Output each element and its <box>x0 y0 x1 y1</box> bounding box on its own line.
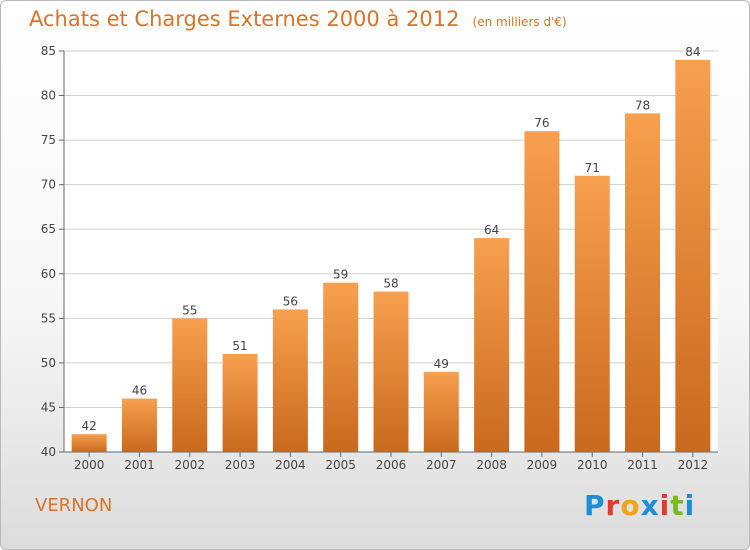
bar <box>423 371 459 452</box>
brand-logo: Proxiti <box>584 489 695 522</box>
chart-title-block: Achats et Charges Externes 2000 à 2012 (… <box>29 7 567 31</box>
x-tick-label: 2005 <box>325 458 356 472</box>
bar <box>675 59 711 453</box>
data-label: 58 <box>383 277 398 291</box>
x-tick-label: 2006 <box>376 458 407 472</box>
y-tick-label: 55 <box>41 311 56 325</box>
data-label: 49 <box>434 357 449 371</box>
x-tick-label: 2009 <box>527 458 558 472</box>
brand-letter: o <box>620 489 641 522</box>
chart-title: Achats et Charges Externes 2000 à 2012 <box>29 7 460 31</box>
data-label: 78 <box>635 98 650 112</box>
data-label: 64 <box>484 223 499 237</box>
y-tick-label: 80 <box>41 89 56 103</box>
x-tick-label: 2010 <box>577 458 608 472</box>
bar <box>373 291 409 452</box>
bar <box>121 398 157 452</box>
data-label: 84 <box>685 45 700 59</box>
city-name: VERNON <box>35 495 113 516</box>
y-tick-label: 75 <box>41 133 56 147</box>
x-tick-label: 2008 <box>476 458 507 472</box>
bar <box>272 309 308 452</box>
brand-letter: i <box>684 489 696 522</box>
x-tick-label: 2011 <box>627 458 658 472</box>
x-tick-label: 2001 <box>124 458 155 472</box>
y-tick-label: 85 <box>41 44 56 58</box>
data-label: 71 <box>585 161 600 175</box>
x-tick-label: 2004 <box>275 458 306 472</box>
y-tick-label: 45 <box>41 400 56 414</box>
data-label: 76 <box>534 116 549 130</box>
y-tick-label: 60 <box>41 267 56 281</box>
data-label: 56 <box>283 294 298 308</box>
y-tick-label: 40 <box>41 445 56 459</box>
bar <box>222 353 258 452</box>
data-label: 59 <box>333 268 348 282</box>
brand-letter: t <box>670 489 685 522</box>
x-tick-label: 2000 <box>74 458 105 472</box>
bar <box>71 434 107 452</box>
brand-letter: i <box>659 489 671 522</box>
brand-letter: x <box>640 489 660 522</box>
chart-unit: (en milliers d'€) <box>472 15 567 29</box>
brand-letter: r <box>605 489 621 522</box>
data-label: 55 <box>182 303 197 317</box>
y-tick-label: 65 <box>41 222 56 236</box>
data-label: 46 <box>132 384 147 398</box>
x-tick-label: 2012 <box>678 458 709 472</box>
bar <box>625 113 661 452</box>
x-tick-label: 2003 <box>225 458 256 472</box>
bar <box>474 238 510 452</box>
brand-letter: P <box>584 489 606 522</box>
data-label: 42 <box>82 419 97 433</box>
bar <box>574 175 610 452</box>
y-tick-label: 50 <box>41 356 56 370</box>
data-label: 51 <box>232 339 247 353</box>
bar <box>524 131 560 452</box>
x-tick-label: 2002 <box>174 458 205 472</box>
bar <box>172 318 208 452</box>
x-tick-label: 2007 <box>426 458 457 472</box>
bar <box>323 282 359 452</box>
y-tick-label: 70 <box>41 178 56 192</box>
